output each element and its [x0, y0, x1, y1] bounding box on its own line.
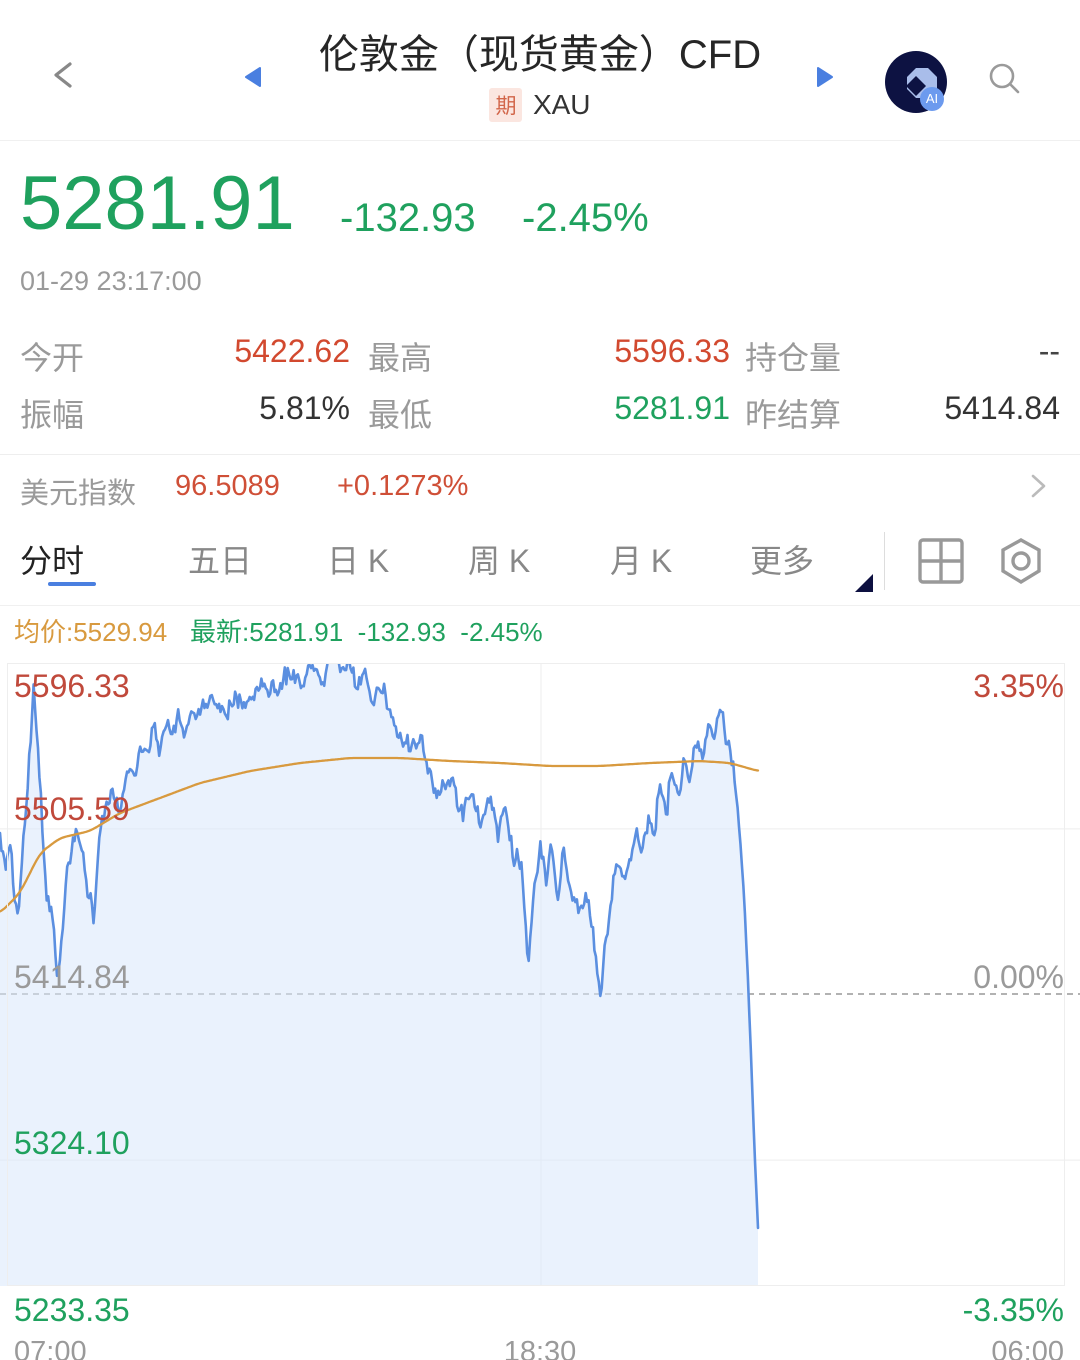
- svg-text:AI: AI: [926, 91, 938, 106]
